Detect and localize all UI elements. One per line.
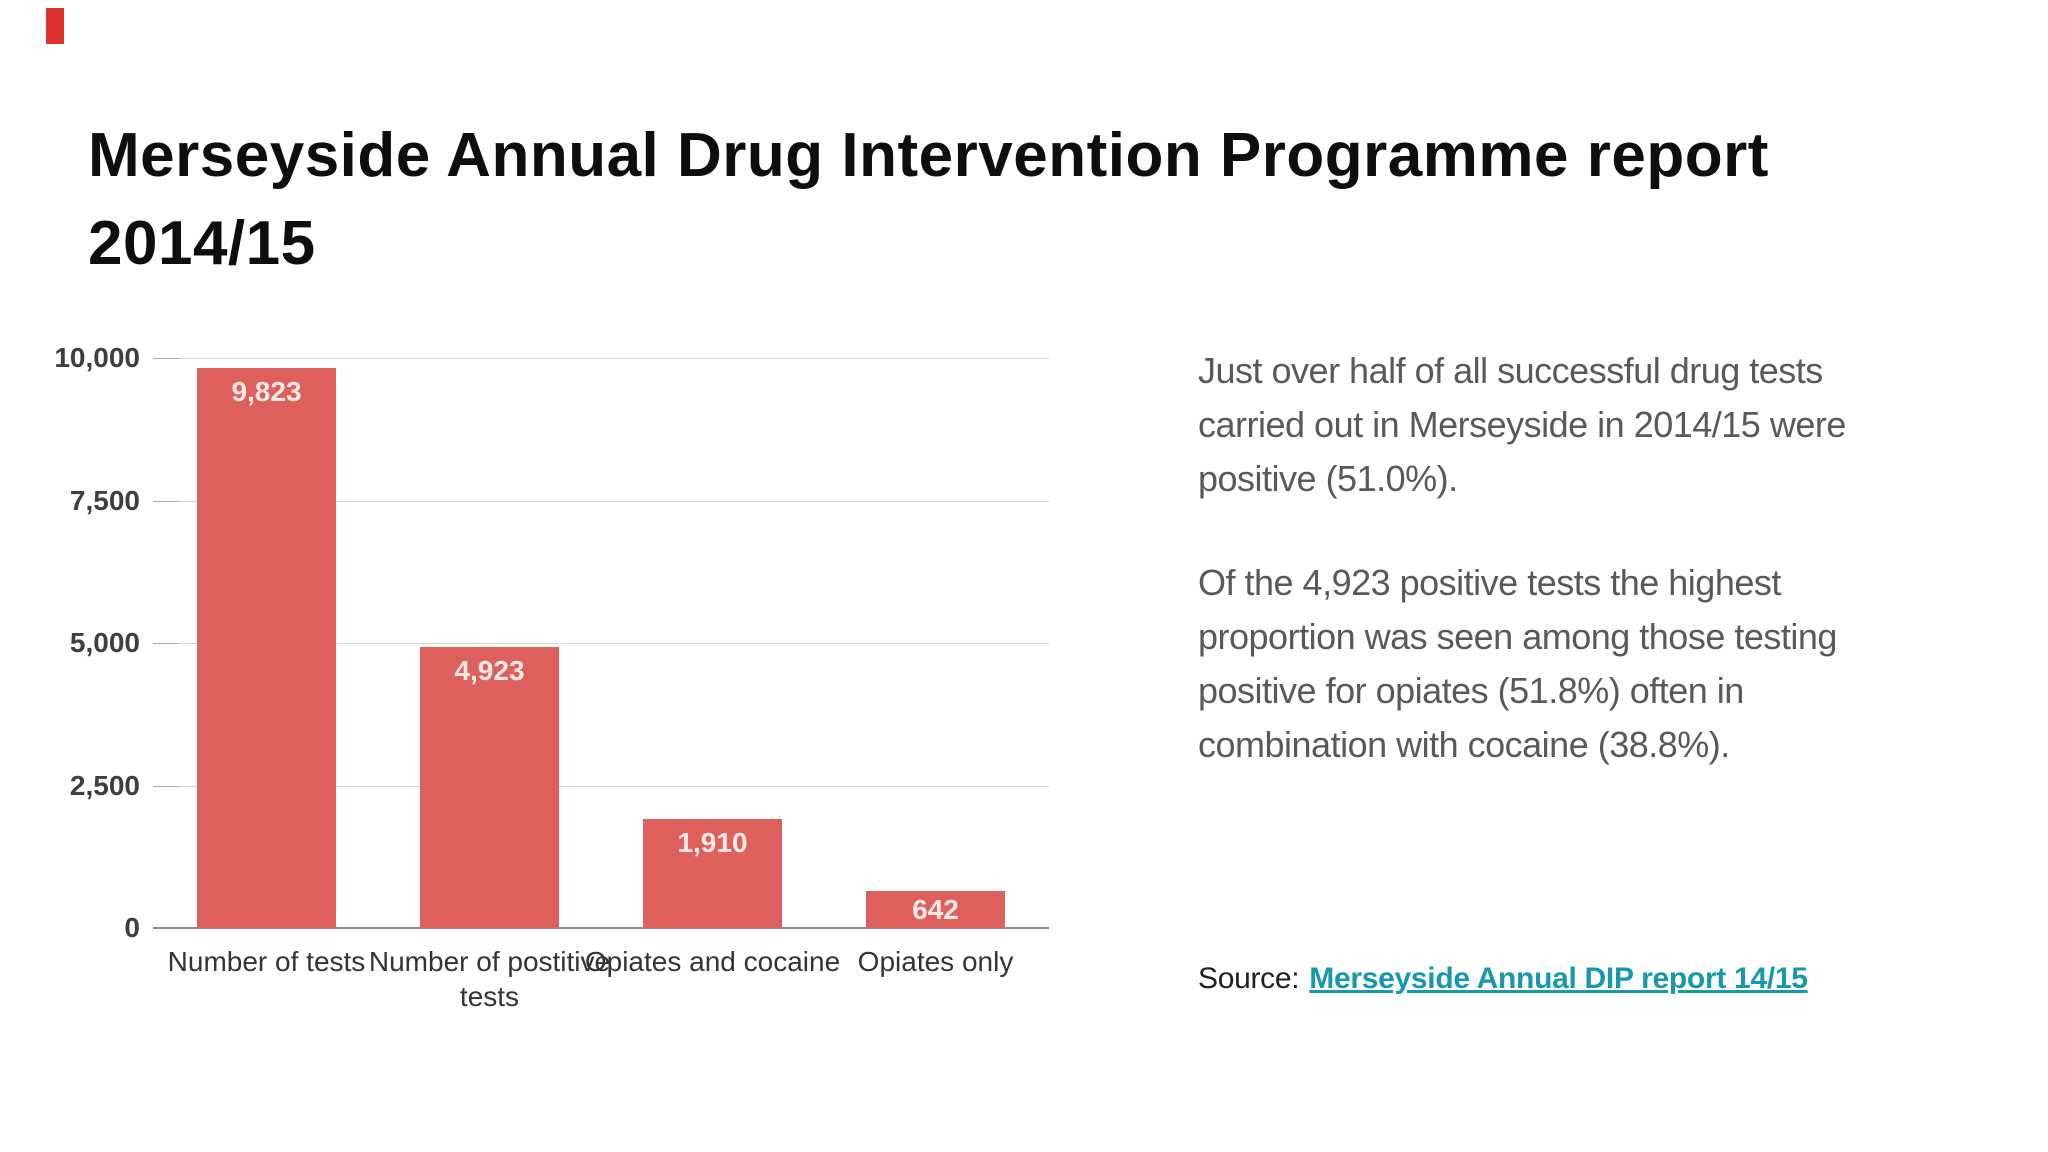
- x-tick-label: Opiates only: [857, 946, 1014, 977]
- y-tick-mark: [153, 358, 179, 359]
- y-tick-mark: [153, 643, 179, 644]
- x-tick-label: Number of tests: [167, 946, 366, 977]
- red-corner-mark: [46, 8, 64, 44]
- bar-2: [420, 647, 559, 928]
- bar-1: [197, 368, 336, 928]
- source-line: Source: Merseyside Annual DIP report 14/1…: [1198, 962, 1808, 996]
- source-label: Source:: [1198, 962, 1300, 995]
- gridline: [153, 786, 1049, 787]
- x-tick-label: Number of postitive tests: [368, 946, 611, 1012]
- source-link[interactable]: Merseyside Annual DIP report 14/15: [1309, 962, 1808, 995]
- x-axis-line: [153, 927, 1049, 929]
- y-tick-mark: [153, 501, 179, 502]
- y-tick-label: 2,500: [69, 770, 140, 801]
- bar-value-label: 4,923: [454, 655, 525, 687]
- y-tick-label: 7,500: [69, 485, 140, 516]
- bar-value-label: 642: [912, 894, 959, 926]
- bar-value-label: 9,823: [231, 376, 302, 408]
- y-tick-mark: [153, 786, 179, 787]
- x-tick-label: Opiates and cocaine: [584, 946, 841, 977]
- bar-3: [643, 819, 782, 928]
- gridline: [153, 358, 1049, 359]
- y-tick-label: 0: [124, 912, 140, 943]
- commentary-paragraph-1: Just over half of all successful drug te…: [1198, 350, 1846, 499]
- commentary-paragraph-2: Of the 4,923 positive tests the highest …: [1198, 562, 1837, 765]
- bar-4: [866, 891, 1005, 928]
- gridline: [153, 501, 1049, 502]
- y-tick-label: 5,000: [69, 627, 140, 658]
- bar-value-label: 1,910: [677, 827, 748, 859]
- gridline: [153, 643, 1049, 644]
- page-title: Merseyside Annual Drug Intervention Prog…: [88, 121, 1769, 278]
- y-tick-label: 10,000: [54, 342, 140, 373]
